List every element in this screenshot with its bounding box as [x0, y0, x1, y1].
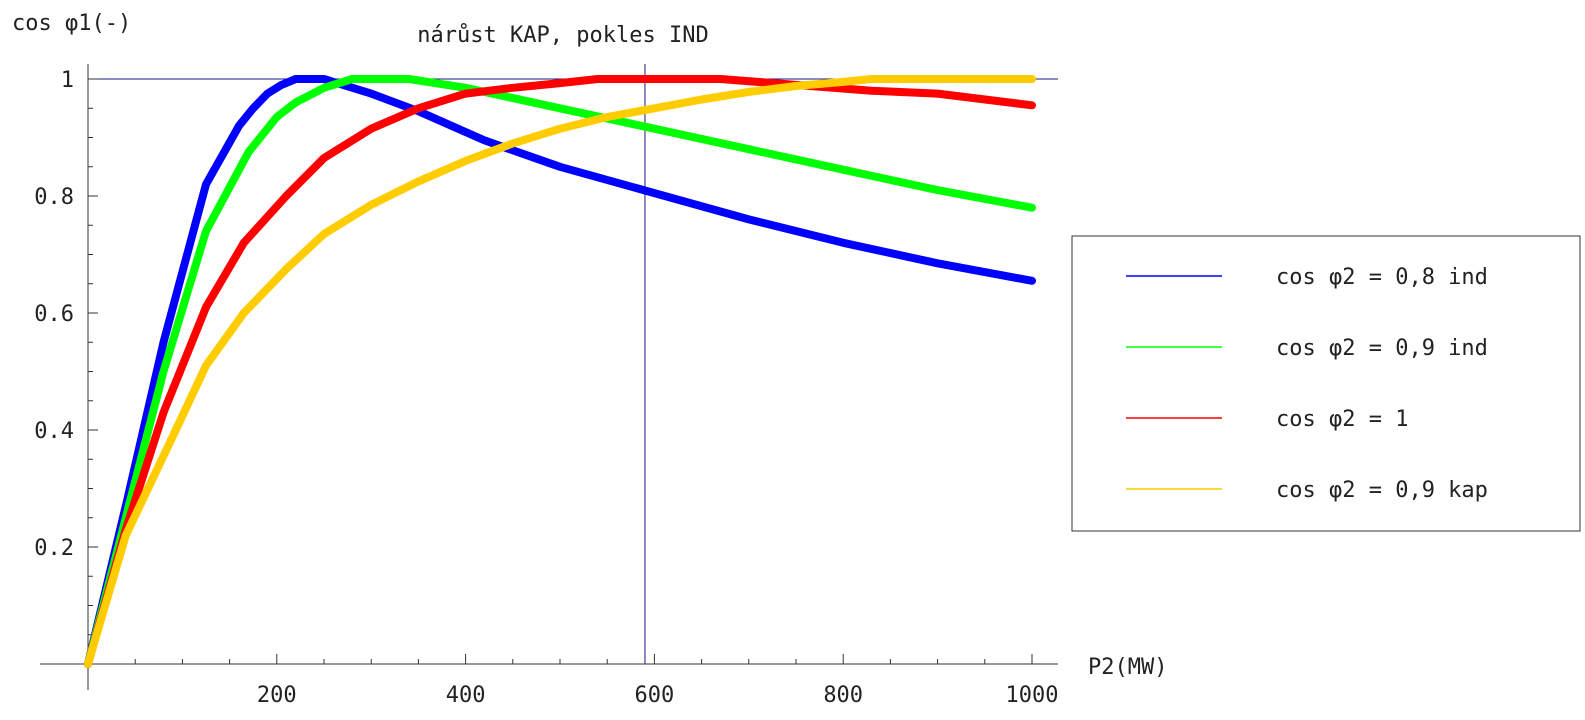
legend-items: cos φ2 = 0,8 ind cos φ2 = 0,9 ind cos φ2 =… [1126, 265, 1488, 503]
x-tick-label: 400 [446, 683, 486, 708]
series-line-1 [84, 75, 1036, 668]
legend-label-3: cos φ2 = 1 [1276, 407, 1408, 432]
axes [40, 64, 1058, 690]
chart-title: nárůst KAP, pokles IND [417, 22, 708, 48]
series-line-2 [84, 75, 1036, 668]
y-tick-label: 0.6 [34, 302, 74, 327]
x-tick-label: 800 [823, 683, 863, 708]
y-tick-label: 0.2 [34, 536, 74, 561]
legend-label-2: cos φ2 = 0,9 ind [1276, 336, 1488, 361]
series-line-4 [84, 75, 1036, 668]
y-tick-label: 0.8 [34, 185, 74, 210]
x-tick-label: 600 [635, 683, 675, 708]
x-tick-label: 200 [257, 683, 297, 708]
y-axis-label: cos φ1(-) [12, 11, 131, 36]
series-lines [84, 75, 1036, 668]
legend-box [1071, 235, 1581, 532]
reference-lines [88, 64, 1058, 664]
x-axis-label: P2(MW) [1088, 655, 1167, 680]
y-tick-label: 1 [61, 68, 74, 93]
legend-label-1: cos φ2 = 0,8 ind [1276, 265, 1488, 290]
x-tick-label: 1000 [1006, 683, 1059, 708]
tick-labels: 200 400 600 800 1000 0.2 0.4 0.6 0.8 1 [34, 68, 1058, 708]
legend: cos φ2 = 0,8 ind cos φ2 = 0,9 ind cos φ2 =… [1071, 235, 1581, 532]
legend-label-4: cos φ2 = 0,9 kap [1276, 478, 1488, 503]
y-tick-label: 0.4 [34, 419, 74, 444]
